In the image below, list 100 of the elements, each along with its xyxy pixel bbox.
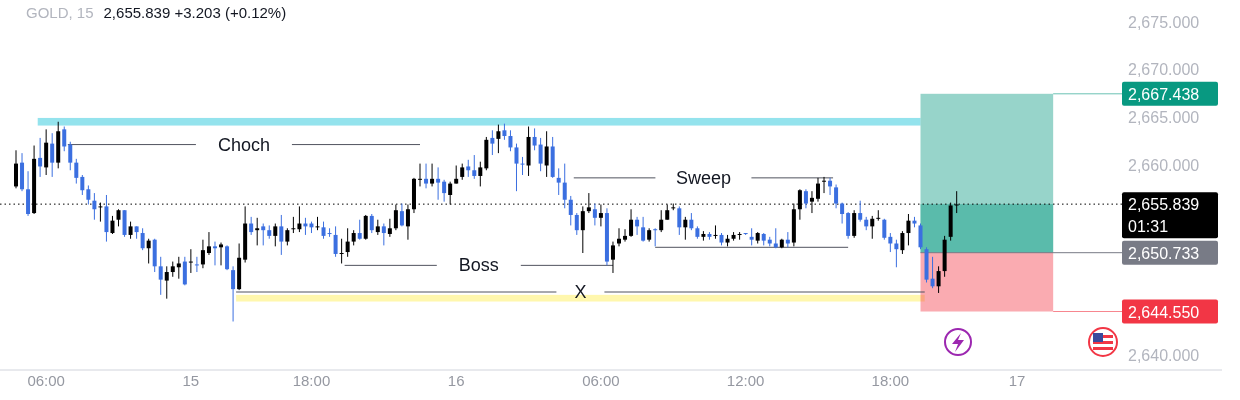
ref-line-label: Choch: [217, 134, 270, 155]
candlestick: [773, 227, 778, 249]
candlestick: [315, 216, 320, 231]
candlestick: [418, 163, 423, 187]
candlestick: [291, 216, 296, 234]
candlestick: [677, 205, 682, 236]
y-tick-label: 2,665.000: [1128, 108, 1200, 126]
candlestick: [803, 188, 808, 209]
candlestick: [424, 163, 429, 189]
candlestick: [255, 217, 260, 246]
candlestick: [80, 174, 85, 196]
candlestick: [140, 227, 145, 251]
candlestick: [273, 223, 278, 247]
ref-line-label: Sweep: [675, 167, 731, 188]
candlestick: [520, 156, 525, 176]
candlestick: [918, 223, 923, 250]
candlestick: [930, 256, 935, 289]
band-label: 2,644.550: [1128, 303, 1200, 321]
candlestick: [490, 129, 495, 156]
y-tick-label: 2,640.000: [1128, 346, 1200, 364]
candlestick: [212, 241, 217, 266]
candlestick: [146, 238, 151, 264]
candlestick: [62, 126, 67, 152]
candlestick: [882, 218, 887, 241]
candlestick: [387, 218, 392, 238]
y-tick-label: 2,670.000: [1128, 61, 1200, 79]
candlestick: [176, 256, 181, 280]
x-tick-label: 06:00: [582, 372, 620, 389]
candlestick: [574, 212, 579, 236]
candlestick: [14, 149, 18, 189]
ref-line-label: 2,650.733: [1128, 244, 1200, 262]
candlestick: [592, 203, 597, 226]
ref-line-label: Boss: [458, 255, 499, 276]
candlestick: [200, 239, 205, 269]
candlestick: [544, 130, 549, 178]
candlestick: [339, 238, 344, 264]
candlestick: [580, 205, 585, 254]
x-tick-label: 15: [182, 372, 200, 389]
candlestick: [508, 129, 513, 152]
candlestick: [357, 219, 362, 241]
candlestick: [478, 161, 483, 187]
candlestick: [906, 213, 911, 246]
candlestick: [430, 163, 435, 187]
x-tick-label: 18:00: [292, 372, 331, 389]
candlestick: [852, 209, 857, 239]
candlestick: [496, 124, 501, 154]
candlestick: [74, 158, 79, 185]
candlestick: [279, 214, 284, 256]
candlestick: [629, 208, 634, 238]
candlestick: [219, 242, 224, 266]
candlestick: [158, 256, 163, 296]
candlestick: [641, 216, 646, 243]
candlestick: [442, 179, 447, 203]
x-tick-label: 17: [1008, 372, 1026, 389]
candlestick: [92, 192, 97, 221]
text: 01:31: [1128, 218, 1169, 236]
candlestick: [834, 184, 839, 209]
candlestick: [683, 216, 688, 241]
candlestick: [68, 141, 73, 171]
candlestick: [38, 137, 43, 178]
candlestick: [182, 256, 187, 286]
candlestick: [822, 176, 827, 194]
candlestick: [846, 211, 851, 240]
candlestick: [399, 203, 404, 227]
ref-line-label: X: [574, 282, 587, 303]
candlestick: [86, 184, 91, 205]
candlestick: [363, 214, 368, 241]
candlestick: [345, 227, 350, 258]
candlestick: [894, 239, 899, 268]
candlestick: [840, 202, 845, 225]
candlestick: [900, 230, 905, 255]
candlestick: [532, 127, 537, 151]
candlestick: [333, 225, 338, 258]
candlestick: [231, 265, 236, 322]
candlestick: [194, 256, 199, 273]
y-tick-label: 2,675.000: [1128, 13, 1200, 31]
candlestick: [659, 209, 664, 233]
candlestick: [225, 244, 230, 271]
chart-subtitle: 2,655.839 +3.203 (+0.12%): [103, 4, 287, 21]
candlestick: [815, 177, 820, 203]
candlestick: [610, 241, 615, 274]
candlestick: [454, 165, 459, 185]
candlestick: [514, 143, 519, 192]
candlestick: [538, 137, 543, 172]
candlestick: [936, 265, 941, 294]
x-tick-label: 18:00: [871, 372, 910, 389]
y-tick-label: 2,660.000: [1128, 156, 1200, 174]
candlestick: [623, 228, 628, 243]
candlestick: [858, 200, 863, 223]
candlestick: [381, 223, 386, 246]
candlestick: [261, 223, 266, 246]
candlestick: [164, 265, 169, 300]
candlestick: [50, 132, 55, 178]
candlestick: [188, 248, 193, 274]
candlestick: [876, 209, 881, 222]
ref-line-label: 2,655.839: [1128, 196, 1200, 214]
candlestick: [206, 231, 211, 256]
x-tick-label: 16: [447, 372, 465, 389]
candlestick: [562, 163, 567, 209]
band-label: 2,667.438: [1128, 85, 1200, 103]
